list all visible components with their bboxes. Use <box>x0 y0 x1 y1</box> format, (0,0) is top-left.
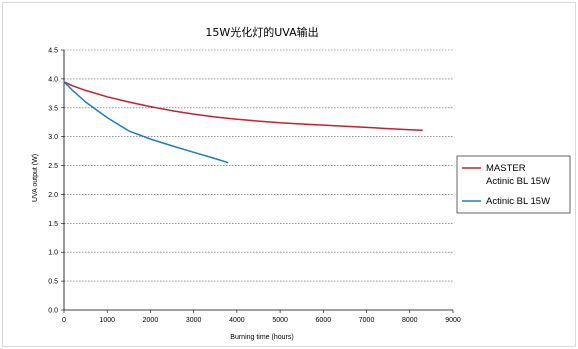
series-line-1 <box>63 81 423 132</box>
y-tick-label: 3.5 <box>48 105 58 112</box>
legend: MASTER Actinic BL 15W Actinic BL 15W <box>456 155 571 214</box>
y-axis-ticks: 0.0 0.5 1.0 1.5 2.0 2.5 3.0 3.5 4.0 4.5 <box>48 48 64 315</box>
x-tick-label: 9000 <box>445 317 461 324</box>
x-tick-label: 7000 <box>359 317 375 324</box>
y-axis-label: UVA output (W) <box>32 154 39 202</box>
y-tick-label: 2.0 <box>48 192 58 199</box>
axes <box>63 50 453 311</box>
gridlines <box>64 49 453 282</box>
x-axis-ticks: 0 1000 2000 3000 4000 5000 6000 7000 8000 9000 <box>62 310 461 324</box>
legend-label: MASTER <box>486 163 526 174</box>
series-line-2 <box>63 81 229 164</box>
x-tick-label: 0 <box>62 317 66 324</box>
data-series <box>63 81 423 164</box>
x-tick-label: 2000 <box>143 317 159 324</box>
y-tick-label: 4.5 <box>48 48 58 55</box>
legend-label: Actinic BL 15W <box>486 196 550 207</box>
x-axis-label: Burning time (hours) <box>230 334 293 341</box>
y-tick-label: 1.5 <box>48 221 58 228</box>
chart-title: 15W光化灯的UVA输出 <box>205 25 318 39</box>
y-tick-label: 1.0 <box>48 250 58 257</box>
x-tick-label: 8000 <box>402 317 418 324</box>
legend-label: Actinic BL 15W <box>486 176 550 187</box>
legend-box <box>456 155 571 214</box>
y-tick-label: 0.5 <box>48 279 58 286</box>
y-tick-label: 2.5 <box>48 163 58 170</box>
x-tick-label: 1000 <box>99 317 115 324</box>
y-tick-label: 4.0 <box>48 76 58 83</box>
y-tick-label: 0.0 <box>48 308 58 315</box>
x-tick-label: 4000 <box>229 317 245 324</box>
x-tick-label: 5000 <box>272 317 288 324</box>
x-tick-label: 3000 <box>186 317 202 324</box>
y-tick-label: 3.0 <box>48 134 58 141</box>
x-tick-label: 6000 <box>316 317 332 324</box>
